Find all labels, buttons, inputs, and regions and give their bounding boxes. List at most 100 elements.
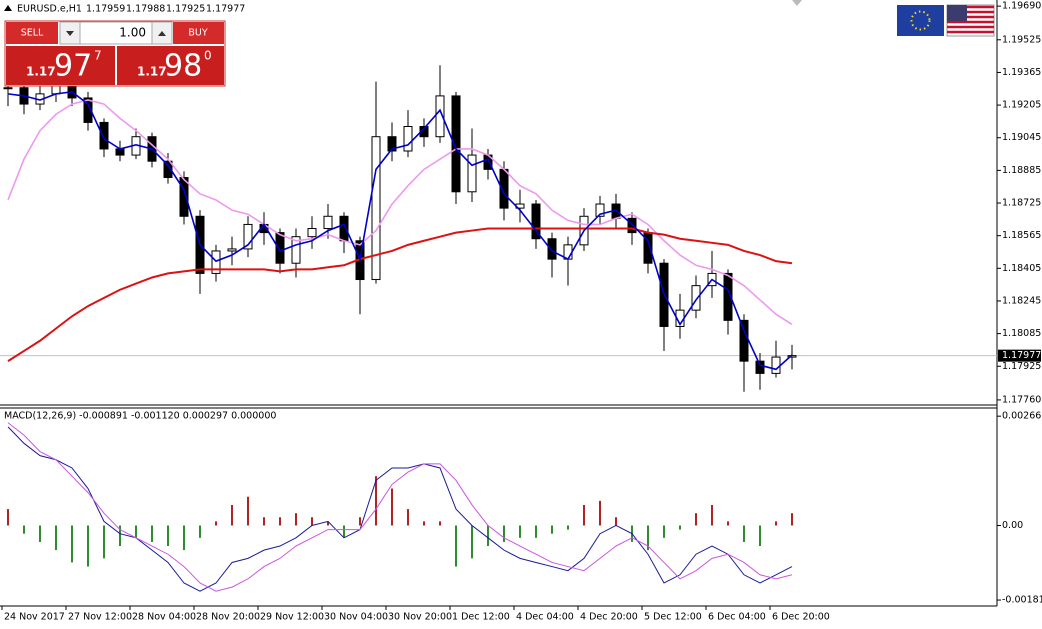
time-label: 27 Nov 12:00 — [68, 612, 132, 623]
histogram-bar — [567, 525, 569, 530]
histogram-bar — [503, 525, 505, 542]
shift-marker — [792, 0, 802, 6]
price-tick-label: 1.19525 — [1002, 34, 1041, 45]
histogram-bar — [743, 525, 745, 542]
indicator-line — [7, 90, 793, 371]
candle-body — [691, 285, 701, 311]
macd-tick-label: 0.00 — [1002, 520, 1023, 531]
histogram-bar — [391, 488, 393, 526]
histogram-bar — [343, 525, 345, 538]
candle-body — [211, 250, 221, 274]
macd-tick-label: -0.001815 — [1002, 595, 1042, 606]
ask-box[interactable] — [117, 46, 224, 85]
candle-body — [83, 97, 93, 123]
histogram-bar — [183, 525, 185, 551]
bid-pips: 97 — [54, 49, 92, 84]
time-label: 1 Dec 12:00 — [452, 612, 510, 623]
price-tick-label: 1.19205 — [1002, 100, 1041, 111]
histogram-bar — [487, 525, 489, 547]
ohlc-high: 1.17988 — [126, 4, 165, 15]
price-tick-label: 1.19365 — [1002, 67, 1041, 78]
candle-body — [115, 148, 125, 156]
bid-big: 1.17 — [26, 65, 56, 79]
candle-body — [51, 85, 61, 95]
histogram-bar — [551, 525, 553, 534]
price-tick-label: 1.19045 — [1002, 132, 1041, 143]
candle-body — [595, 203, 605, 217]
flag-canton — [947, 5, 967, 21]
indicator-line — [7, 422, 793, 592]
histogram-bar — [423, 521, 425, 526]
histogram-bar — [295, 513, 297, 526]
histogram-bar — [711, 504, 713, 526]
indicator-title: MACD(12,26,9) -0.000891 -0.001120 0.0002… — [4, 411, 276, 422]
time-label: 30 Nov 04:00 — [324, 612, 388, 623]
collapse-icon[interactable] — [4, 5, 12, 11]
candle-body — [339, 215, 349, 242]
buy-label: BUY — [188, 28, 207, 39]
bid-point: 7 — [94, 49, 102, 63]
candle-body — [227, 248, 237, 252]
histogram-bar — [247, 496, 249, 526]
us-flag — [946, 4, 995, 37]
time-label: 28 Nov 20:00 — [196, 612, 260, 623]
candle-body — [451, 95, 461, 193]
flag-bg — [897, 5, 944, 36]
candle-body — [435, 95, 445, 138]
volume: 1.00 — [119, 26, 146, 40]
indicator-line — [7, 99, 793, 326]
sell-button[interactable] — [6, 22, 58, 44]
histogram-bar — [263, 517, 265, 526]
histogram-bar — [471, 525, 473, 559]
histogram-bar — [695, 513, 697, 526]
histogram-bar — [39, 525, 41, 542]
histogram-bar — [7, 509, 9, 526]
bid-box[interactable] — [6, 46, 115, 85]
candle-body — [307, 228, 317, 238]
eu-flag — [897, 5, 944, 36]
candle-body — [739, 319, 749, 362]
time-label: 28 Nov 04:00 — [132, 612, 196, 623]
time-label: 5 Dec 12:00 — [644, 612, 702, 623]
candle-body — [467, 154, 477, 193]
histogram-bar — [135, 525, 137, 538]
time-label: 6 Dec 20:00 — [772, 612, 830, 623]
ask-point: 0 — [204, 49, 212, 63]
candle-body — [3, 87, 13, 90]
up-arrow — [158, 31, 166, 36]
price-tick-label: 1.19690 — [1002, 1, 1041, 12]
histogram-bar — [519, 525, 521, 538]
candle-body — [403, 126, 413, 152]
candle-body — [323, 215, 333, 230]
time-label: 6 Dec 04:00 — [708, 612, 766, 623]
ask-big: 1.17 — [137, 65, 167, 79]
ohlc-close: 1.17977 — [206, 4, 245, 15]
down-arrow — [66, 31, 74, 36]
candle-body — [371, 136, 381, 281]
current-price-label: 1.17977 — [1002, 350, 1041, 361]
histogram-bar — [327, 521, 329, 526]
candle-body — [723, 272, 733, 321]
candle-body — [771, 356, 781, 374]
time-label: 4 Dec 04:00 — [516, 612, 574, 623]
candle-body — [99, 121, 109, 150]
ask-pips: 98 — [164, 49, 202, 84]
histogram-bar — [215, 521, 217, 526]
price-tick-label: 1.17925 — [1002, 361, 1041, 372]
histogram-bar — [311, 517, 313, 526]
price-tick-label: 1.18725 — [1002, 198, 1041, 209]
candle-body — [387, 136, 397, 152]
histogram-bar — [279, 517, 281, 526]
buy-button[interactable] — [173, 22, 224, 44]
ohlc-open: 1.17959 — [86, 4, 125, 15]
time-label: 24 Nov 2017 — [4, 612, 65, 623]
trade-panel: SELL 1.00 BUY 1.17 97 7 1.17 98 0 — [4, 20, 226, 87]
candle-body — [163, 160, 173, 179]
histogram-bar — [455, 525, 457, 567]
histogram-bar — [407, 509, 409, 526]
price-tick-label: 1.18885 — [1002, 165, 1041, 176]
current-price-box — [998, 349, 1041, 362]
histogram-bar — [375, 476, 377, 526]
